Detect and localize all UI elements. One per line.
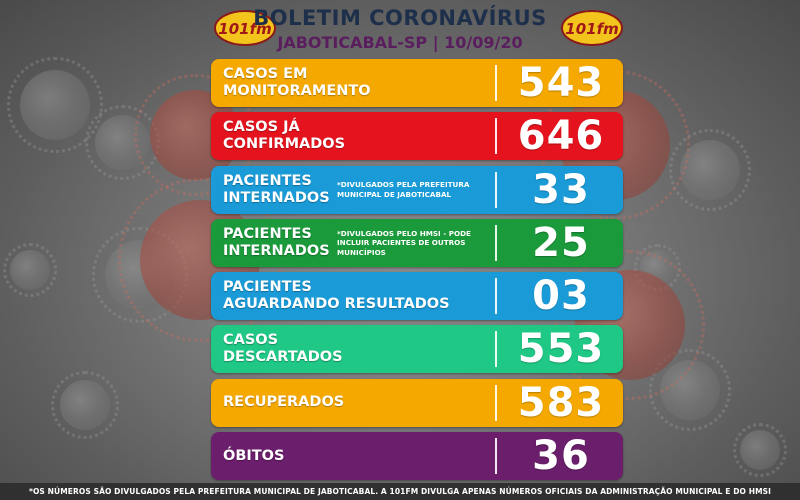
radio-logo-icon: 101fm bbox=[560, 8, 624, 48]
divider bbox=[495, 65, 497, 101]
stat-value: 553 bbox=[517, 326, 605, 373]
divider bbox=[495, 331, 497, 368]
stat-value: 25 bbox=[532, 219, 590, 266]
virus-decoration-icon bbox=[732, 422, 788, 478]
virus-decoration-icon bbox=[51, 371, 119, 439]
stat-note: *DIVULGADOS PELA PREFEITURA MUNICIPAL DE… bbox=[337, 180, 470, 199]
virus-decoration-icon bbox=[7, 57, 103, 153]
divider bbox=[495, 278, 497, 315]
header: 101fm BOLETIM CORONAVÍRUS JABOTICABAL-SP… bbox=[0, 0, 800, 60]
stat-label: RECUPERADOS bbox=[223, 394, 345, 411]
stat-label: ÓBITOS bbox=[223, 447, 285, 464]
stat-label: CASOS JÁ CONFIRMADOS bbox=[223, 119, 346, 153]
stat-label: PACIENTES AGUARDANDO RESULTADOS bbox=[223, 279, 450, 313]
stat-label: CASOS DESCARTADOS bbox=[223, 332, 343, 366]
stat-value: 36 bbox=[532, 433, 590, 480]
stat-row-discarded: CASOS DESCARTADOS 553 bbox=[211, 325, 623, 374]
stat-row-deaths: ÓBITOS 36 bbox=[211, 432, 623, 481]
stat-value: 646 bbox=[517, 113, 605, 160]
stat-note bbox=[337, 432, 497, 480]
stat-row-hospitalized-prefeitura: PACIENTES INTERNADOS *DIVULGADOS PELA PR… bbox=[211, 165, 623, 214]
stat-value: 33 bbox=[532, 166, 590, 213]
stat-note bbox=[337, 59, 497, 107]
stat-label: PACIENTES INTERNADOS bbox=[223, 225, 330, 259]
radio-logo-text: 101fm bbox=[218, 20, 271, 38]
stat-row-monitoring: CASOS EM MONITORAMENTO 543 bbox=[211, 59, 623, 107]
divider bbox=[495, 438, 497, 475]
stat-value: 583 bbox=[517, 379, 605, 426]
page-title: BOLETIM CORONAVÍRUS bbox=[253, 6, 547, 30]
page-subtitle: JABOTICABAL-SP | 10/09/20 bbox=[277, 33, 523, 52]
stat-note bbox=[337, 379, 497, 427]
stat-value: 543 bbox=[517, 60, 605, 106]
stat-note bbox=[337, 272, 497, 320]
stat-note bbox=[337, 325, 497, 373]
stat-label: CASOS EM MONITORAMENTO bbox=[223, 66, 371, 99]
stat-label: PACIENTES INTERNADOS bbox=[223, 172, 330, 206]
virus-decoration-icon bbox=[2, 242, 58, 298]
stat-row-awaiting-results: PACIENTES AGUARDANDO RESULTADOS 03 bbox=[211, 272, 623, 321]
divider bbox=[495, 171, 497, 208]
stat-note bbox=[337, 112, 497, 160]
stat-value: 03 bbox=[532, 273, 590, 320]
stat-row-hospitalized-hmsi: PACIENTES INTERNADOS *DIVULGADOS PELO HM… bbox=[211, 218, 623, 267]
divider bbox=[495, 118, 497, 155]
divider bbox=[495, 224, 497, 261]
stat-note: *DIVULGADOS PELO HMSI - PODE INCLUIR PAC… bbox=[337, 228, 471, 257]
radio-logo-icon: 101fm bbox=[213, 8, 277, 48]
divider bbox=[495, 384, 497, 421]
stat-row-recovered: RECUPERADOS 583 bbox=[211, 378, 623, 427]
stat-row-confirmed: CASOS JÁ CONFIRMADOS 646 bbox=[211, 112, 623, 161]
radio-logo-text: 101fm bbox=[565, 20, 618, 38]
footer-disclaimer: *OS NÚMEROS SÃO DIVULGADOS PELA PREFEITU… bbox=[0, 483, 800, 500]
stats-list: CASOS EM MONITORAMENTO 543 CASOS JÁ CONF… bbox=[211, 59, 623, 485]
